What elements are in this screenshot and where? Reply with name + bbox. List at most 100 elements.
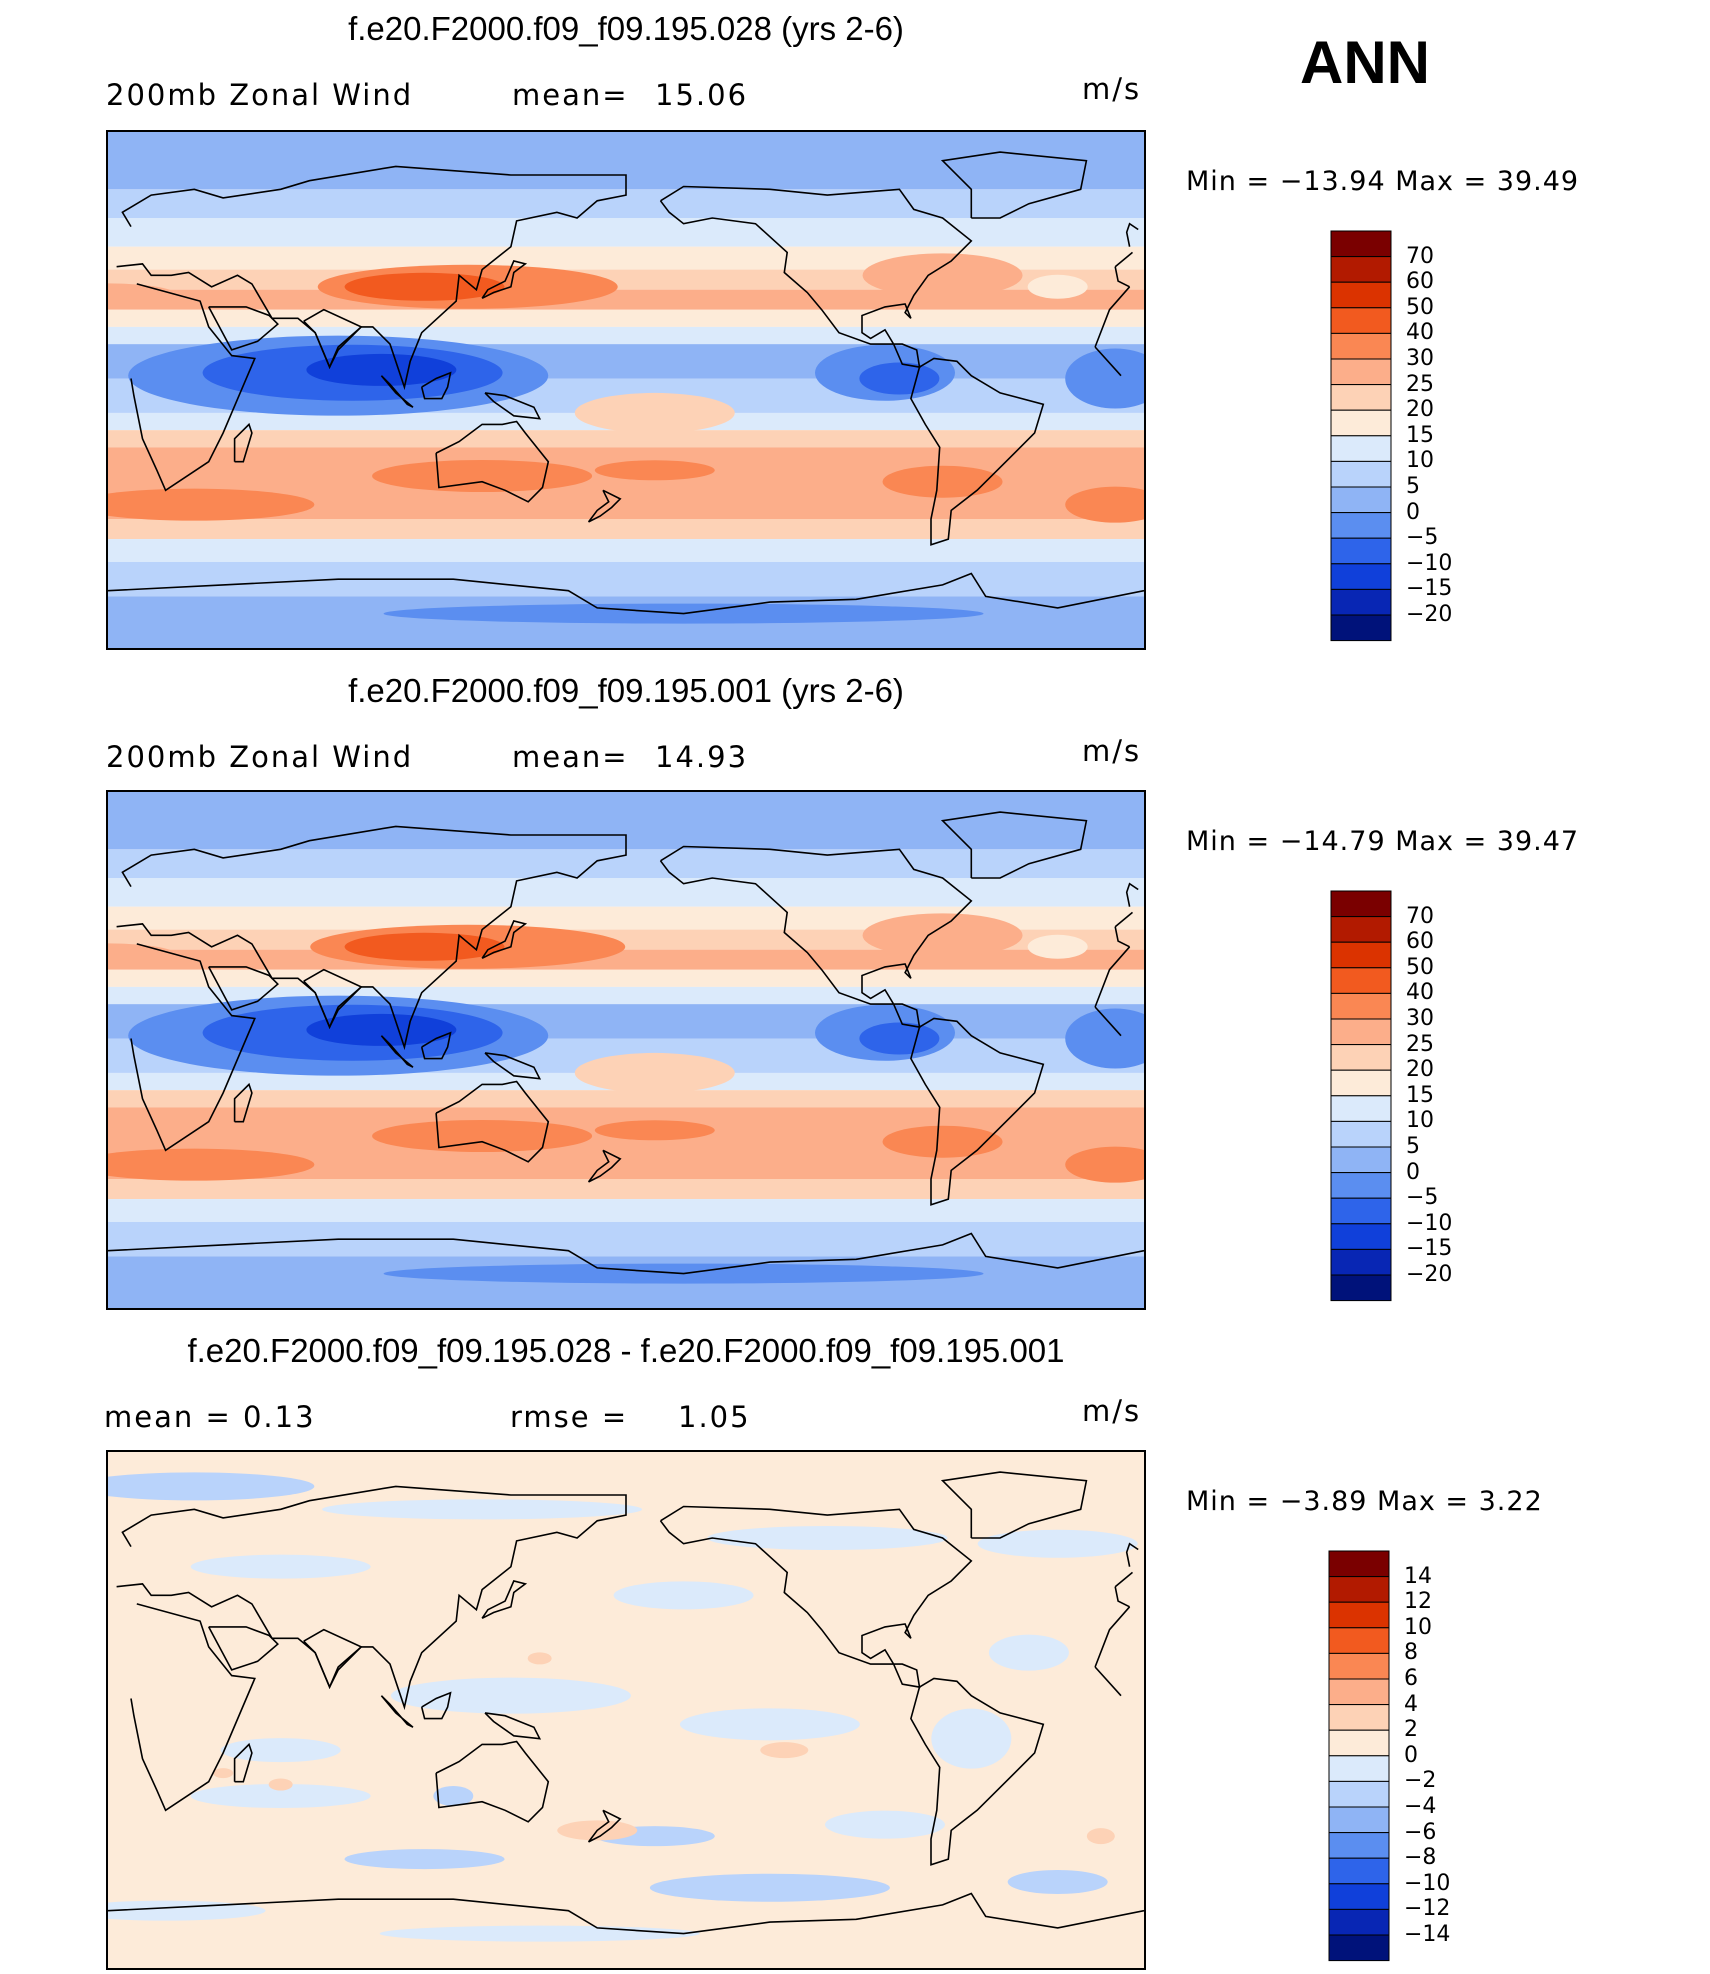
contour-blob: [882, 1125, 1003, 1158]
coastline: [130, 283, 256, 492]
contour-blob: [862, 913, 1023, 958]
colorbar-tick-label: 30: [1406, 346, 1434, 371]
contour-band: [108, 969, 1144, 987]
colorbar-swatches: [1330, 230, 1392, 642]
contour-blob: [306, 1013, 457, 1046]
colorbar-swatch: [1330, 486, 1392, 514]
contour-band: [108, 309, 1144, 327]
panel-3-rmse-label: rmse =: [510, 1400, 629, 1434]
contour-blob: [108, 1148, 315, 1181]
contour-band: [108, 878, 1144, 907]
colorbar-swatch: [1330, 941, 1392, 969]
contour-blob: [1027, 934, 1088, 959]
coastline: [1125, 222, 1139, 247]
contour-blob: [1027, 274, 1088, 299]
panel-2-map: [106, 790, 1146, 1310]
coastline: [116, 165, 627, 391]
colorbar-tick-label: −15: [1406, 576, 1453, 602]
colorbar-swatch: [1330, 1146, 1392, 1174]
colorbar-swatch: [1330, 967, 1392, 994]
coastline: [481, 920, 528, 960]
colorbar-swatch: [1328, 1652, 1390, 1680]
contour-blob: [859, 362, 940, 395]
colorbar-tick-label: −10: [1404, 1870, 1451, 1896]
coastline: [481, 1580, 528, 1620]
panel-3-title: f.e20.F2000.f09_f09.195.028 - f.e20.F200…: [187, 1332, 1065, 1369]
colorbar-tick-label: 10: [1404, 1614, 1432, 1640]
contour-blob: [108, 488, 315, 521]
colorbar-tick-label: 15: [1406, 422, 1434, 448]
coastline: [108, 572, 1144, 615]
coastline: [940, 1471, 1088, 1539]
contour-band: [108, 519, 1144, 540]
colorbar-tick-label: −12: [1404, 1896, 1451, 1922]
colorbar-tick-label: 0: [1404, 1742, 1418, 1768]
colorbar-swatch: [1328, 1678, 1390, 1706]
panel-1-mean-value: 15.06: [655, 78, 749, 112]
coastline: [207, 1626, 279, 1671]
contour-blob: [862, 253, 1023, 298]
coastline: [435, 420, 550, 503]
coastline: [108, 1232, 1144, 1275]
contour-blob: [707, 1526, 948, 1550]
contour-blob: [306, 353, 457, 386]
contour-blob: [679, 1708, 860, 1741]
contour-blob: [108, 1472, 315, 1501]
coastline: [130, 1603, 256, 1812]
colorbar-tick-label: 40: [1406, 320, 1434, 346]
coastline: [1125, 1542, 1139, 1567]
contour-blob: [344, 1849, 505, 1870]
colorbar-tick-label: 25: [1406, 371, 1434, 397]
coastline: [233, 1082, 253, 1123]
contour-band: [108, 1222, 1144, 1257]
colorbar-swatch: [1328, 1627, 1390, 1654]
colorbar-swatch: [1330, 537, 1392, 565]
coastline: [587, 1809, 622, 1843]
contour-blob: [1065, 486, 1144, 523]
colorbar-tick-label: −4: [1404, 1794, 1437, 1819]
coastline: [1094, 946, 1131, 1008]
coastline: [1114, 926, 1130, 948]
panel-1-units: m/s: [1082, 72, 1142, 106]
panel-3-colorbar: 14 12 10 8 6 4 2 0 −2 −4 −6 −8 −10 −12 −14: [1328, 1550, 1450, 1967]
colorbar-tick-label: 5: [1406, 474, 1420, 499]
coastline: [587, 489, 622, 523]
contour-blob: [1065, 1008, 1144, 1069]
coastline: [1094, 1606, 1131, 1668]
colorbar-tick-label: −14: [1404, 1922, 1451, 1947]
contour-blob: [988, 1634, 1069, 1671]
panel-3-mean: mean = 0.13: [104, 1400, 316, 1434]
contour-blob: [190, 1554, 371, 1579]
coastline: [420, 1691, 452, 1720]
colorbar-swatch: [1330, 1095, 1392, 1122]
coastline: [116, 1485, 627, 1711]
colorbar-swatches: [1330, 890, 1392, 1302]
panel-3-minmax: Min = −3.89 Max = 3.22: [1186, 1486, 1543, 1517]
colorbar-tick-label: 8: [1404, 1640, 1418, 1666]
contour-blob: [574, 1052, 735, 1093]
colorbar-swatch: [1330, 1197, 1392, 1225]
coastline: [380, 1695, 414, 1728]
colorbar-swatch: [1330, 1248, 1392, 1276]
coastline: [1094, 1666, 1122, 1697]
panel-3-map: [106, 1450, 1146, 1970]
panel-2-variable: 200mb Zonal Wind: [106, 740, 414, 774]
contour-blob: [574, 392, 735, 433]
contour-blob: [882, 465, 1003, 498]
panel-1-minmax: Min = −13.94 Max = 39.49: [1186, 166, 1580, 197]
coastline: [484, 1052, 542, 1080]
colorbar-swatch: [1328, 1576, 1390, 1603]
coastline: [303, 968, 363, 1030]
coastline: [130, 943, 256, 1152]
coastline: [233, 1742, 253, 1783]
colorbar-tick-label: 2: [1404, 1717, 1418, 1743]
coastline: [420, 371, 452, 400]
colorbar-tick-label: 50: [1406, 294, 1434, 320]
contour-blob: [1007, 1870, 1108, 1894]
colorbar-tick-label: 0: [1406, 1159, 1420, 1185]
contour-band: [108, 1452, 1144, 1968]
colorbar-tick-label: 6: [1404, 1666, 1418, 1691]
colorbar-swatch: [1330, 1274, 1392, 1302]
coastline: [435, 1740, 550, 1823]
colorbar-tick-label: −10: [1406, 1210, 1453, 1236]
